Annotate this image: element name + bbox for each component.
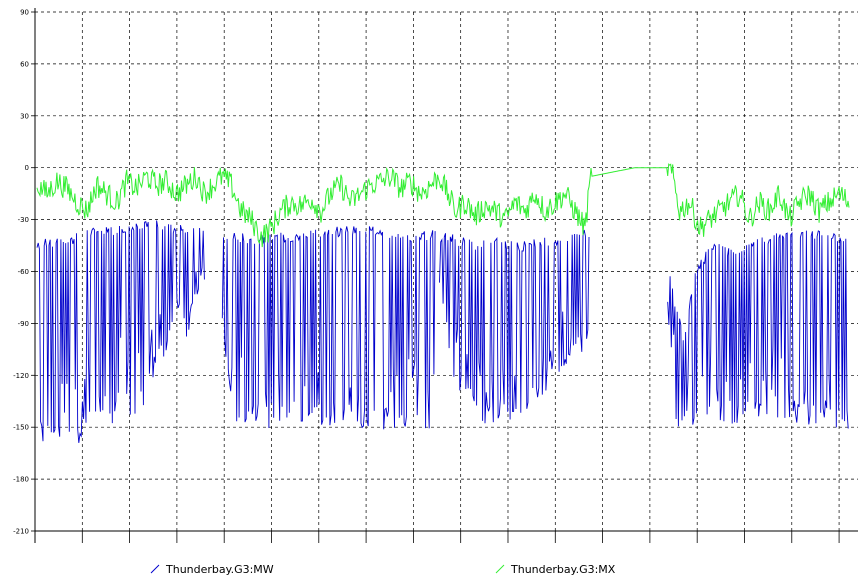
series-line-mw-segment	[439, 229, 590, 424]
legend-swatch-mw-icon	[150, 564, 160, 574]
grid	[35, 11, 858, 531]
y-tick-label: -210	[13, 528, 29, 536]
y-tick-label: -90	[18, 320, 29, 328]
series-line-mx	[36, 163, 850, 248]
y-tick-label: 0	[25, 164, 29, 172]
legend-item-mw: Thunderbay.G3:MW	[150, 560, 274, 578]
y-tick-label: -180	[13, 476, 29, 484]
legend-label-mx: Thunderbay.G3:MX	[511, 562, 616, 576]
y-tick-labels: 90 60 30 0 -30 -60 -90 -120 -150 -180 -210	[13, 9, 29, 536]
series-thunderbay-g3-mx	[36, 163, 850, 248]
y-tick-label: -150	[13, 424, 29, 432]
y-tick-label: 90	[20, 9, 29, 17]
series-line-mw-segment	[36, 220, 205, 443]
y-tick-label: -30	[18, 216, 29, 224]
series-line-mw-segment	[221, 226, 436, 430]
axes	[31, 8, 858, 543]
y-tick-label: 60	[20, 60, 29, 68]
series-thunderbay-g3-mw	[36, 220, 849, 443]
legend-label-mw: Thunderbay.G3:MW	[166, 562, 274, 576]
y-tick-label: 30	[20, 112, 29, 120]
legend-item-mx: Thunderbay.G3:MX	[495, 560, 615, 578]
y-tick-label: -60	[18, 268, 29, 276]
y-tick-label: -120	[13, 372, 29, 380]
legend-swatch-mx-icon	[495, 564, 505, 574]
series-line-mw-segment	[667, 230, 849, 429]
